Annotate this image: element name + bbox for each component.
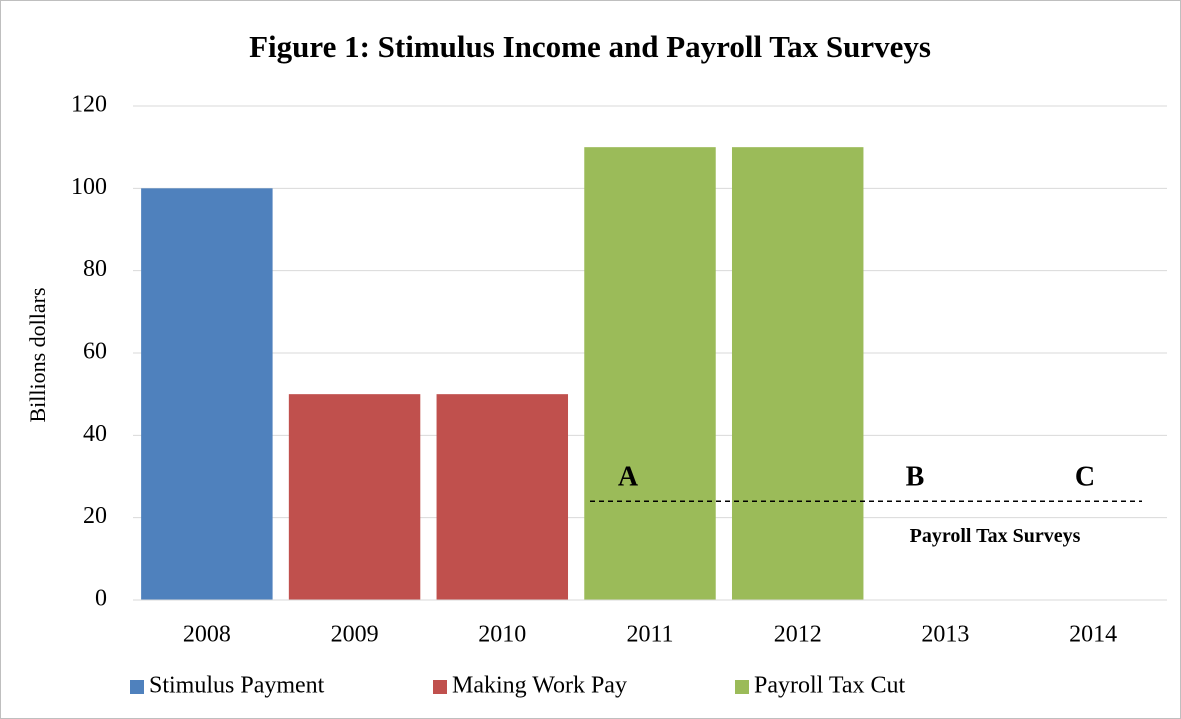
- y-tick-label: 60: [83, 339, 107, 365]
- y-tick-label: 100: [71, 174, 107, 200]
- x-tick-label: 2009: [331, 622, 379, 648]
- x-tick-label: 2014: [1069, 622, 1117, 648]
- x-tick-label: 2008: [183, 622, 231, 648]
- annotation: C: [1075, 462, 1095, 493]
- bar: [584, 147, 716, 600]
- legend-label: Making Work Pay: [452, 673, 627, 699]
- legend-swatch: [433, 680, 447, 694]
- bar: [731, 147, 864, 600]
- y-tick-label: 0: [95, 586, 107, 612]
- y-tick-label: 40: [83, 421, 107, 447]
- bar: [436, 394, 569, 600]
- bar: [288, 394, 421, 600]
- y-tick-label: 20: [83, 503, 107, 529]
- legend-label: Stimulus Payment: [149, 673, 325, 699]
- x-tick-label: 2010: [478, 622, 526, 648]
- x-tick-label: 2011: [626, 622, 673, 648]
- x-tick-label: 2013: [921, 622, 969, 648]
- legend-label: Payroll Tax Cut: [754, 673, 906, 699]
- y-axis-title: Billions dollars: [25, 287, 50, 422]
- y-tick-label: 80: [83, 256, 107, 282]
- legend-swatch: [735, 680, 749, 694]
- y-tick-label: 120: [71, 92, 107, 118]
- annotation: Payroll Tax Surveys: [910, 525, 1081, 547]
- legend-swatch: [130, 680, 144, 694]
- bar: [141, 188, 273, 601]
- annotation: B: [906, 462, 925, 493]
- annotation: A: [618, 462, 639, 493]
- chart-title: Figure 1: Stimulus Income and Payroll Ta…: [249, 29, 931, 64]
- x-tick-label: 2012: [774, 622, 822, 648]
